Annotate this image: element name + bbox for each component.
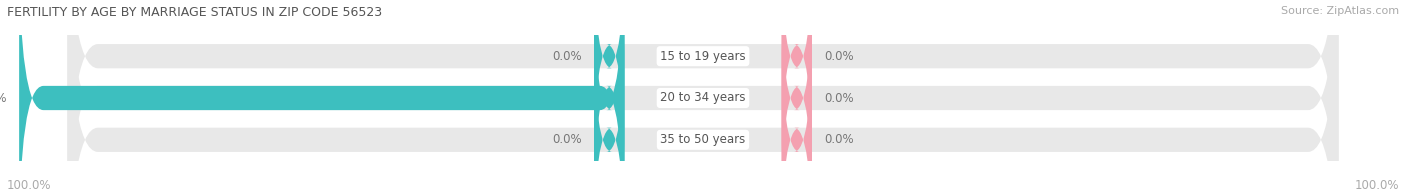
Text: FERTILITY BY AGE BY MARRIAGE STATUS IN ZIP CODE 56523: FERTILITY BY AGE BY MARRIAGE STATUS IN Z… <box>7 6 382 19</box>
Text: 0.0%: 0.0% <box>824 92 853 104</box>
Text: 100.0%: 100.0% <box>0 92 7 104</box>
Text: 0.0%: 0.0% <box>553 133 582 146</box>
Text: 20 to 34 years: 20 to 34 years <box>661 92 745 104</box>
FancyBboxPatch shape <box>595 0 624 196</box>
FancyBboxPatch shape <box>782 0 811 196</box>
FancyBboxPatch shape <box>67 0 1339 196</box>
FancyBboxPatch shape <box>67 0 1339 196</box>
Text: 100.0%: 100.0% <box>7 179 52 192</box>
Text: 100.0%: 100.0% <box>1354 179 1399 192</box>
FancyBboxPatch shape <box>20 0 624 196</box>
FancyBboxPatch shape <box>595 26 624 196</box>
Text: 0.0%: 0.0% <box>553 50 582 63</box>
Text: 0.0%: 0.0% <box>824 133 853 146</box>
Text: 0.0%: 0.0% <box>824 50 853 63</box>
FancyBboxPatch shape <box>67 0 1339 196</box>
Text: 15 to 19 years: 15 to 19 years <box>661 50 745 63</box>
Text: 35 to 50 years: 35 to 50 years <box>661 133 745 146</box>
FancyBboxPatch shape <box>782 0 811 170</box>
FancyBboxPatch shape <box>782 26 811 196</box>
Text: Source: ZipAtlas.com: Source: ZipAtlas.com <box>1281 6 1399 16</box>
FancyBboxPatch shape <box>595 0 624 170</box>
